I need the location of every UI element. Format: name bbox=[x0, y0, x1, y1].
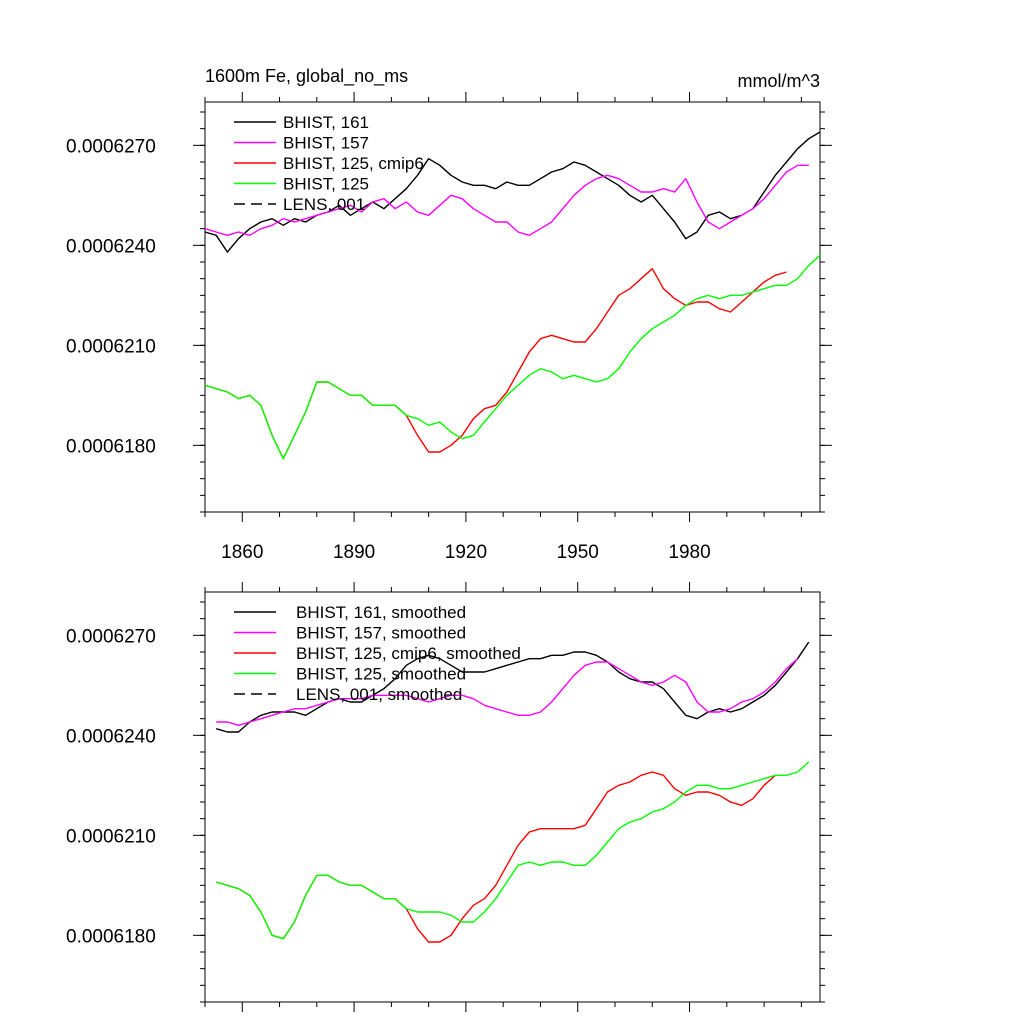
series-line bbox=[216, 658, 799, 726]
legend-label: BHIST, 157 bbox=[283, 134, 369, 153]
x-tick-label: 1860 bbox=[221, 542, 263, 563]
series-line bbox=[204, 164, 809, 237]
series-line bbox=[204, 254, 821, 460]
legend-label: BHIST, 125, cmip6 bbox=[283, 154, 424, 173]
plot-frame bbox=[204, 101, 821, 513]
legend-label: BHIST, 125, smoothed bbox=[296, 665, 466, 684]
y-tick-label: 0.0006240 bbox=[66, 236, 156, 257]
y-tick-label: 0.0006210 bbox=[66, 336, 156, 357]
legend-label: BHIST, 125, cmip6, smoothed bbox=[296, 644, 521, 663]
units-label: mmol/m^3 bbox=[738, 71, 820, 91]
legend-label: LENS, 001, smoothed bbox=[296, 685, 462, 704]
x-tick-label: 1950 bbox=[557, 542, 599, 563]
y-tick-label: 0.0006240 bbox=[66, 726, 156, 747]
legend-label: BHIST, 161 bbox=[283, 113, 369, 132]
series-line bbox=[216, 761, 810, 940]
legend-label: LENS, 001 bbox=[283, 195, 365, 214]
plot-frame bbox=[204, 591, 821, 1003]
y-tick-label: 0.0006270 bbox=[66, 626, 156, 647]
legend-label: BHIST, 161, smoothed bbox=[296, 603, 466, 622]
x-tick-label: 1890 bbox=[333, 542, 375, 563]
x-tick-label: 1920 bbox=[445, 542, 487, 563]
chart-title: 1600m Fe, global_no_ms bbox=[205, 66, 408, 87]
y-tick-label: 0.0006180 bbox=[66, 926, 156, 947]
series-line bbox=[204, 131, 821, 253]
series-line bbox=[204, 268, 787, 460]
legend-label: BHIST, 125 bbox=[283, 175, 369, 194]
y-tick-label: 0.0006270 bbox=[66, 136, 156, 157]
y-tick-label: 0.0006210 bbox=[66, 826, 156, 847]
series-line bbox=[216, 771, 776, 943]
x-tick-label: 1980 bbox=[668, 542, 710, 563]
legend-label: BHIST, 157, smoothed bbox=[296, 624, 466, 643]
panel-1: 1860 1890 1920 1950 1980 0.0006180 0.0006210 0.… bbox=[66, 66, 832, 563]
panel-2: 0.0006180 0.0006210 0.0006240 0.0006270 BHIS… bbox=[66, 582, 832, 1012]
y-tick-label: 0.0006180 bbox=[66, 436, 156, 457]
